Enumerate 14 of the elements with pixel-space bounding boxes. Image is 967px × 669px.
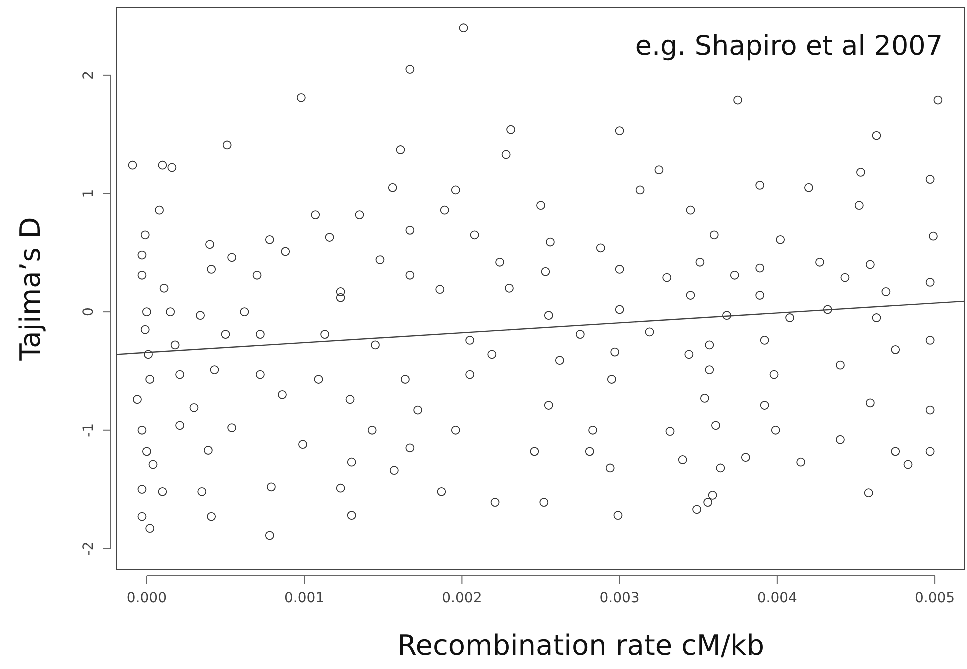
x-tick-label: 0.001 [284, 590, 325, 606]
x-tick-label: 0.003 [600, 590, 640, 606]
y-tick-label: 0 [81, 308, 97, 317]
x-tick-label: 0.002 [442, 590, 482, 606]
x-axis-title: Recombination rate cM/kb [398, 629, 764, 662]
y-tick-label: -2 [81, 542, 97, 556]
annotation: e.g. Shapiro et al 2007 [635, 31, 943, 62]
x-tick-label: 0.005 [915, 590, 956, 606]
x-tick-label: 0.000 [126, 590, 167, 606]
y-tick-label: -1 [81, 423, 97, 438]
y-axis-title: Tajima’s D [14, 217, 47, 362]
x-tick-label: 0.004 [757, 590, 798, 606]
y-tick-label: 1 [81, 189, 97, 198]
y-tick-label: 2 [81, 70, 97, 80]
